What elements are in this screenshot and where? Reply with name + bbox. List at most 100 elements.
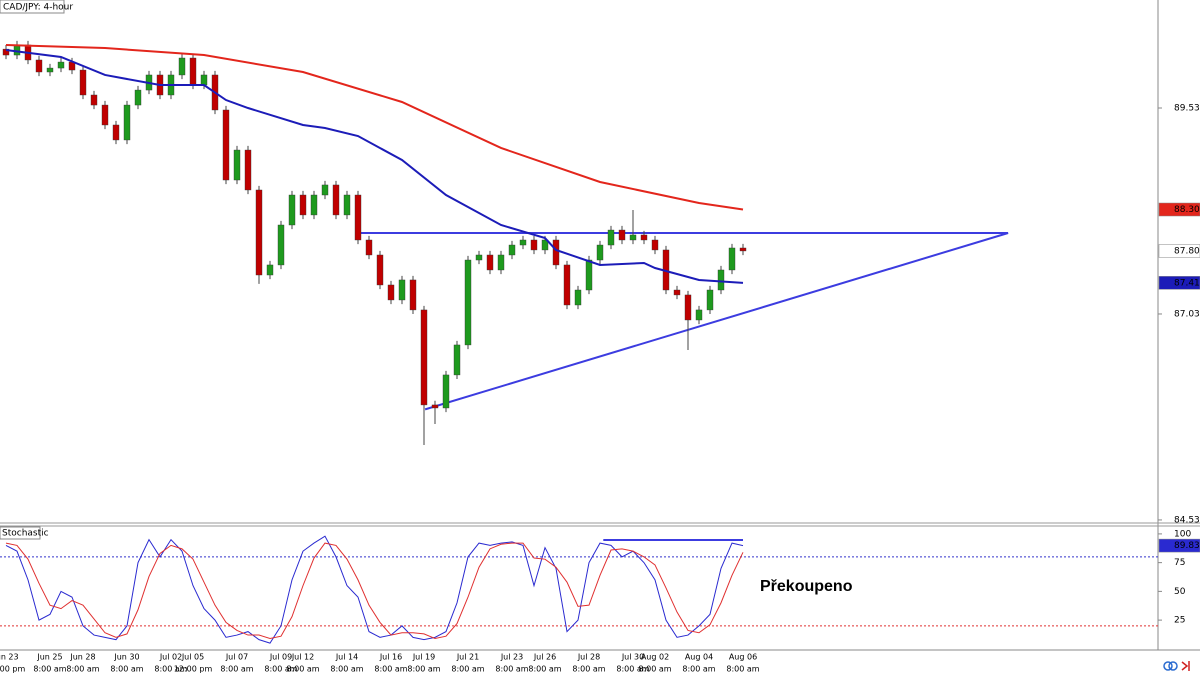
price-label-box: [1158, 276, 1200, 290]
candle-body: [464, 259, 472, 346]
candle-body: [277, 224, 285, 266]
y-tick-label: 87.035: [1174, 309, 1200, 319]
candle-body: [596, 244, 604, 261]
x-tick-label: Jul 09: [269, 653, 292, 662]
indicator-line: [5, 542, 744, 640]
x-tick-label: Aug 02: [641, 653, 669, 662]
candle-body: [563, 264, 571, 306]
moving-average: [5, 43, 744, 211]
candle-body: [134, 89, 142, 106]
candle-body: [673, 289, 681, 296]
candle-body: [651, 239, 659, 251]
candle-body: [189, 57, 197, 86]
candle-body: [376, 254, 384, 286]
candle-body: [233, 149, 241, 181]
x-tick-label: Jul 28: [577, 653, 600, 662]
candle-body: [178, 57, 186, 76]
x-tick-label: Jun 30: [113, 653, 139, 662]
y-tick-label: 100: [1174, 529, 1191, 539]
candle-body: [420, 309, 428, 406]
candle-body: [200, 74, 208, 86]
x-tick-label: Jul 07: [225, 653, 248, 662]
x-time-label: 8:00 am: [616, 665, 649, 674]
candle-body: [431, 404, 439, 409]
candle-body: [79, 69, 87, 96]
candle-body: [387, 284, 395, 301]
candle-body: [365, 239, 373, 256]
candle-body: [618, 229, 626, 241]
y-tick-label: 84.535: [1174, 515, 1200, 525]
candle-body: [552, 239, 560, 266]
price-label: 87.800: [1174, 246, 1200, 256]
candle-body: [13, 44, 21, 56]
x-time-label: 8:00 am: [110, 665, 143, 674]
x-tick-label: Jul 12: [291, 653, 314, 662]
y-tick-label: 75: [1174, 558, 1185, 568]
x-tick-label: Aug 06: [729, 653, 757, 662]
candle-body: [530, 239, 538, 251]
scroll-end-icon[interactable]: [1181, 661, 1190, 671]
indicator-line: [5, 535, 744, 644]
candle-body: [607, 229, 615, 246]
candle-body: [46, 67, 54, 73]
x-time-label: 8:00 am: [264, 665, 297, 674]
indicator-title: Stochastic: [2, 529, 49, 539]
candle-body: [57, 61, 65, 69]
indicator-title-box: [0, 526, 41, 540]
x-time-label: 8:00 am: [330, 665, 363, 674]
x-time-label: 8:00 am: [726, 665, 759, 674]
candle-body: [90, 94, 98, 106]
candle-body: [497, 254, 505, 271]
candle-body: [475, 254, 483, 261]
price-label: 88.303: [1174, 205, 1200, 215]
candle-body: [332, 184, 340, 216]
x-time-label: 8:00 am: [682, 665, 715, 674]
candle-body: [244, 149, 252, 191]
candle-body: [508, 244, 516, 256]
candle-body: [2, 48, 10, 56]
candle-body: [486, 254, 494, 271]
x-time-label: 8:00 am: [66, 665, 99, 674]
candle-body: [442, 374, 450, 409]
candle-body: [640, 234, 648, 241]
candle-body: [123, 104, 131, 141]
candle-body: [299, 194, 307, 216]
x-tick-label: Jul 23: [500, 653, 523, 662]
x-time-label: 8:00 am: [451, 665, 484, 674]
x-time-label: 8:00 am: [374, 665, 407, 674]
candle-body: [706, 289, 714, 311]
toolbar-icons[interactable]: [1163, 661, 1190, 671]
x-tick-label: Jul 05: [181, 653, 204, 662]
x-tick-label: Jul 19: [412, 653, 435, 662]
candle-body: [717, 269, 725, 291]
link-icon[interactable]: [1163, 661, 1173, 671]
candle-body: [354, 194, 362, 241]
candle-body: [288, 194, 296, 226]
link-icon[interactable]: [1168, 661, 1178, 671]
x-time-label: 12:00 pm: [0, 665, 25, 674]
x-tick-label: Jul 14: [335, 653, 358, 662]
candle-body: [453, 344, 461, 376]
candle-body: [112, 124, 120, 141]
x-time-label: 8:00 am: [528, 665, 561, 674]
candle-body: [695, 309, 703, 321]
y-tick-label: 50: [1174, 587, 1186, 597]
x-time-label: 8:00 am: [407, 665, 440, 674]
candle-body: [739, 247, 747, 252]
x-tick-label: Jul 26: [533, 653, 556, 662]
candle-body: [519, 239, 527, 246]
x-time-label: 8:00 am: [220, 665, 253, 674]
candle-body: [629, 234, 637, 241]
x-tick-label: Jul 02: [159, 653, 182, 662]
candle-body: [310, 194, 318, 216]
x-tick-label: Jul 16: [379, 653, 402, 662]
chart-title: CAD/JPY: 4-hour: [3, 3, 73, 13]
x-tick-label: Jun 23: [0, 653, 19, 662]
candle-body: [409, 279, 417, 311]
x-tick-label: Aug 04: [685, 653, 713, 662]
candle-body: [101, 104, 109, 126]
candle-body: [585, 259, 593, 291]
candle-body: [255, 189, 263, 276]
